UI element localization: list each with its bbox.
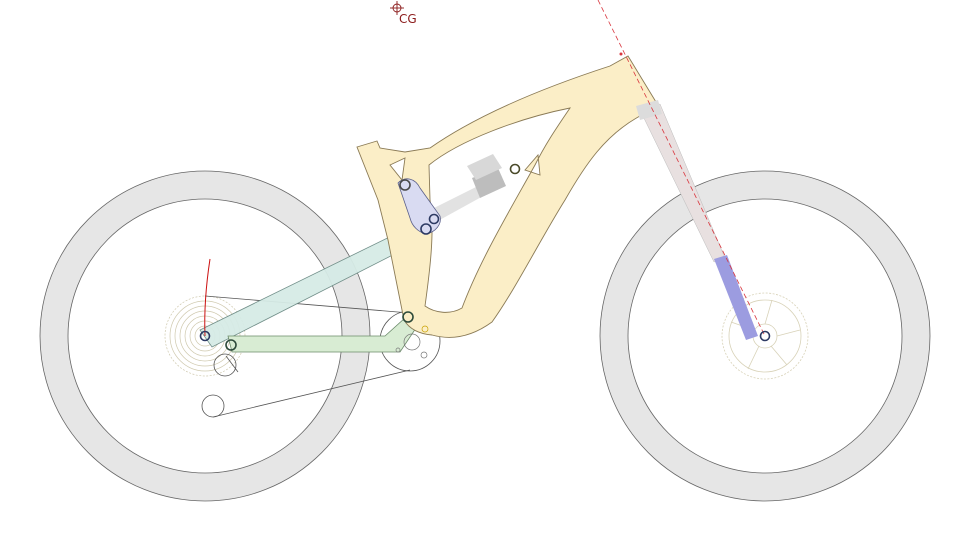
rocker-upper-pivot bbox=[399, 179, 411, 191]
cg-label: CG bbox=[399, 12, 417, 26]
front-tire bbox=[600, 171, 930, 501]
main-pivot bbox=[402, 311, 414, 323]
axle-path-curve bbox=[204, 258, 211, 337]
front-wheel[interactable] bbox=[599, 170, 931, 502]
derailleur-pulley bbox=[201, 394, 225, 418]
rear-shock[interactable] bbox=[430, 154, 506, 222]
main-frame[interactable] bbox=[356, 55, 657, 338]
center-of-gravity-marker[interactable]: CG bbox=[390, 1, 417, 26]
fork[interactable] bbox=[636, 100, 758, 340]
front-tire-inner-edge bbox=[627, 198, 903, 474]
shock-upper-pivot bbox=[509, 163, 521, 175]
rear-axle-pivot bbox=[199, 330, 211, 342]
steering-axis-marker bbox=[619, 52, 623, 56]
chain-guide-pulley bbox=[213, 353, 237, 377]
chain bbox=[201, 295, 441, 418]
seatstay-rocker-pivot bbox=[420, 223, 432, 235]
steering-axis-line bbox=[597, 0, 766, 337]
crosshair-icon bbox=[390, 1, 404, 15]
front-axle-pivot bbox=[759, 330, 771, 342]
bottom-bracket-details bbox=[395, 325, 429, 359]
pivots bbox=[199, 163, 771, 351]
shock-reservoir bbox=[467, 154, 502, 180]
fork-lower bbox=[714, 255, 758, 340]
front-tire-outer-edge bbox=[599, 170, 931, 502]
shock-lower-pivot bbox=[428, 213, 440, 225]
chainstay-rear-pivot bbox=[225, 339, 237, 351]
